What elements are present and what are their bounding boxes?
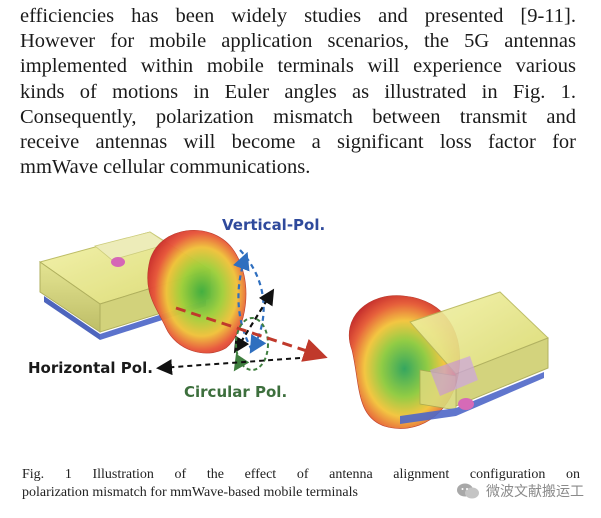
chat-bubble-icon — [457, 483, 479, 499]
caption-line: Fig. 1 Illustration of the effect of ant… — [22, 467, 580, 482]
watermark-text: 微波文献搬运工 — [486, 484, 584, 500]
figure-illustration — [38, 229, 549, 429]
circular-pol-ellipse — [235, 317, 269, 371]
figure-caption: Fig. 1 Illustration of the effect of ant… — [22, 466, 580, 502]
paragraph-line: kinds of motions in Euler angles as illu… — [20, 80, 576, 103]
body-paragraph: efficiencies has been widely studies and… — [20, 4, 576, 180]
figure-1: Vertical-Pol. Horizontal Pol. Circular P… — [0, 200, 601, 460]
paragraph-line: However for mobile application scenarios… — [20, 30, 576, 53]
paragraph-line: implemented within mobile terminals will… — [20, 55, 576, 78]
paragraph-line: Consequently, polarization mismatch betw… — [20, 105, 576, 128]
paragraph-line: efficiencies has been widely studies and… — [20, 5, 576, 27]
propagation-arrow — [175, 306, 328, 362]
vertical-pol-label: Vertical-Pol. — [222, 216, 326, 234]
caption-line: polarization mismatch for mmWave-based m… — [22, 485, 358, 500]
watermark: 微波文献搬运工 — [452, 480, 588, 502]
horizontal-pol-label: Horizontal Pol. — [28, 359, 153, 377]
right-mobile-terminal — [400, 291, 549, 424]
horizontal-pol-arrow — [156, 357, 301, 376]
circular-pol-label: Circular Pol. — [184, 383, 288, 401]
paragraph-line: mmWave cellular communications. — [20, 156, 311, 179]
left-radiation-pattern — [147, 229, 247, 354]
paragraph-line: receive antennas will become a significa… — [20, 131, 576, 154]
